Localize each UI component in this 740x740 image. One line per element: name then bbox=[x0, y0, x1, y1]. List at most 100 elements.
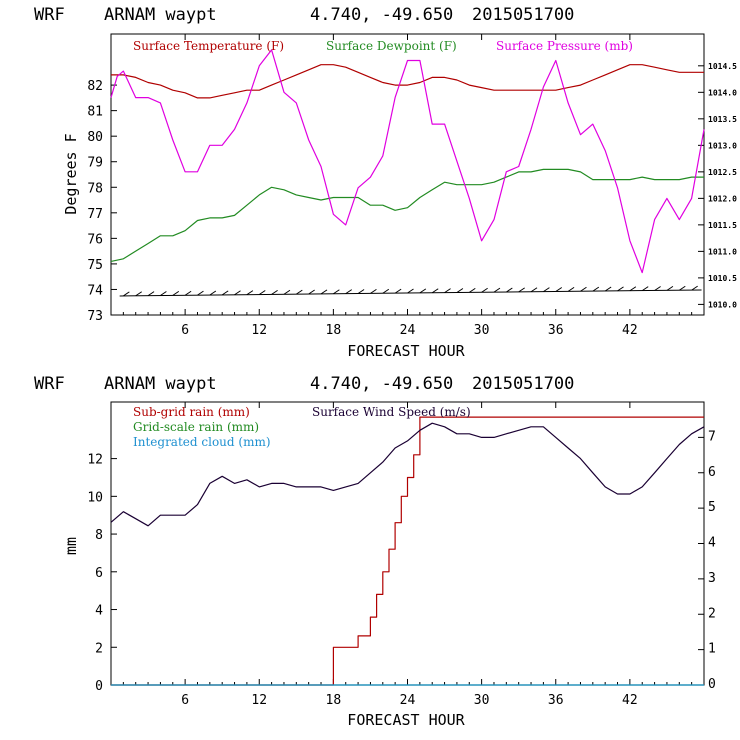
wind-barb bbox=[518, 287, 525, 293]
wind-barb bbox=[320, 289, 328, 295]
y-tick-label: 78 bbox=[87, 181, 103, 196]
y2-tick-label: 1014.5 bbox=[708, 62, 737, 71]
panel1-coords: 4.740, -49.650 bbox=[310, 5, 453, 25]
y-tick-label: 76 bbox=[87, 232, 103, 247]
wind-barb bbox=[666, 285, 674, 291]
wind-barb bbox=[604, 286, 612, 292]
x-tick-label: 30 bbox=[474, 693, 490, 708]
legend-pressure: Surface Pressure (mb) bbox=[496, 39, 633, 53]
panel1-legend: Surface Temperature (F) Surface Dewpoint… bbox=[133, 39, 633, 53]
x-tick-label: 6 bbox=[181, 693, 189, 708]
wind-barb bbox=[431, 288, 439, 294]
wind-barb bbox=[308, 289, 315, 295]
wind-barb bbox=[641, 286, 649, 292]
wind-barb bbox=[234, 290, 241, 296]
panel1-right-axis: 1010.0 1010.5 1011.0 1011.5 1012.0 1012.5 1013… bbox=[698, 62, 737, 309]
y-tick-label: 2 bbox=[95, 641, 103, 656]
y2-tick-label: 4 bbox=[708, 536, 716, 551]
legend-wind-speed: Surface Wind Speed (m/s) bbox=[312, 405, 471, 419]
wind-barb bbox=[468, 287, 476, 293]
panel2-legend: Sub-grid rain (mm) Grid-scale rain (mm) … bbox=[133, 405, 471, 449]
y-tick-label: 81 bbox=[87, 105, 103, 120]
panel2-coords: 4.740, -49.650 bbox=[310, 374, 453, 394]
wind-barb bbox=[172, 290, 180, 296]
y2-tick-label: 1010.0 bbox=[708, 300, 737, 309]
panel1-model: WRF bbox=[34, 5, 65, 25]
panel2-left-axis: 0 2 4 6 8 10 12 bbox=[87, 453, 117, 694]
wind-barb bbox=[246, 290, 254, 296]
panel1-station: ARNAM waypt bbox=[104, 5, 217, 25]
x-tick-label: 36 bbox=[548, 693, 564, 708]
wind-barb bbox=[629, 286, 637, 292]
wind-barb bbox=[370, 288, 377, 294]
wind-barb bbox=[123, 291, 130, 297]
y2-tick-label: 0 bbox=[708, 677, 716, 692]
x-tick-label: 12 bbox=[251, 693, 267, 708]
wind-barb bbox=[283, 289, 291, 295]
x-tick-label: 12 bbox=[251, 323, 267, 338]
wind-barb bbox=[184, 290, 192, 296]
y2-tick-label: 1012.0 bbox=[708, 194, 737, 203]
y2-tick-label: 1013.5 bbox=[708, 115, 737, 124]
panel2-x-label: FORECAST HOUR bbox=[347, 711, 465, 729]
panel1-frame bbox=[110, 33, 705, 316]
wind-barb bbox=[555, 287, 563, 292]
wind-barb bbox=[543, 287, 550, 293]
panel2-y-label: mm bbox=[62, 537, 80, 555]
wind-barb bbox=[419, 288, 427, 294]
y2-tick-label: 1011.0 bbox=[708, 247, 737, 256]
wind-barb bbox=[481, 287, 488, 293]
y-tick-label: 0 bbox=[95, 679, 103, 694]
wind-barb bbox=[691, 285, 698, 291]
y-tick-label: 77 bbox=[87, 207, 103, 222]
x-tick-label: 42 bbox=[622, 693, 638, 708]
wind-barb bbox=[592, 286, 600, 292]
wind-barb bbox=[209, 290, 217, 296]
x-tick-label: 42 bbox=[622, 323, 638, 338]
y-tick-label: 82 bbox=[87, 79, 103, 94]
wind-barb bbox=[135, 291, 142, 297]
wind-barb bbox=[296, 289, 303, 295]
y2-tick-label: 1013.0 bbox=[708, 141, 737, 150]
panel-precipitation: WRF ARNAM waypt 4.740, -49.650 201505170… bbox=[34, 374, 716, 729]
x-tick-label: 6 bbox=[181, 323, 189, 338]
x-tick-label: 18 bbox=[326, 693, 342, 708]
wind-barb bbox=[444, 288, 451, 294]
wind-barb bbox=[617, 286, 624, 292]
y2-tick-label: 2 bbox=[708, 606, 716, 621]
series-line-surface-temperature-f bbox=[111, 64, 704, 99]
y2-tick-label: 3 bbox=[708, 571, 716, 586]
wind-barb bbox=[221, 290, 229, 296]
wind-barb bbox=[197, 290, 204, 296]
y-tick-label: 75 bbox=[87, 258, 103, 273]
panel1-date: 2015051700 bbox=[472, 5, 574, 25]
panel1-x-axis: 6 12 18 24 30 36 42 bbox=[122, 34, 693, 338]
y2-tick-label: 1012.5 bbox=[708, 168, 737, 177]
legend-dewpoint: Surface Dewpoint (F) bbox=[326, 39, 457, 53]
y2-tick-label: 7 bbox=[708, 429, 716, 444]
x-tick-label: 30 bbox=[474, 323, 490, 338]
y-tick-label: 4 bbox=[95, 604, 103, 619]
wind-barb bbox=[530, 287, 538, 293]
legend-gridscale-rain: Grid-scale rain (mm) bbox=[133, 420, 259, 434]
wind-barb bbox=[258, 290, 266, 295]
panel1-x-label: FORECAST HOUR bbox=[347, 342, 465, 360]
panel1-left-axis: 73 74 75 76 77 78 79 80 81 82 bbox=[87, 79, 117, 324]
y-tick-label: 79 bbox=[87, 156, 103, 171]
wind-barb bbox=[580, 286, 587, 292]
y-tick-label: 6 bbox=[95, 566, 103, 581]
wind-barb bbox=[357, 289, 365, 294]
wind-barb bbox=[345, 289, 353, 295]
y-tick-label: 73 bbox=[87, 309, 103, 324]
panel2-station: ARNAM waypt bbox=[104, 374, 217, 394]
panel1-series bbox=[110, 49, 705, 274]
panel2-date: 2015051700 bbox=[472, 374, 574, 394]
wind-barb bbox=[456, 288, 464, 293]
panel2-header: WRF ARNAM waypt 4.740, -49.650 201505170… bbox=[34, 374, 574, 394]
wind-barb bbox=[333, 289, 340, 295]
y2-tick-label: 1 bbox=[708, 642, 716, 657]
y-tick-label: 12 bbox=[87, 453, 103, 468]
wind-barb bbox=[493, 287, 501, 293]
wind-barb bbox=[506, 287, 513, 293]
